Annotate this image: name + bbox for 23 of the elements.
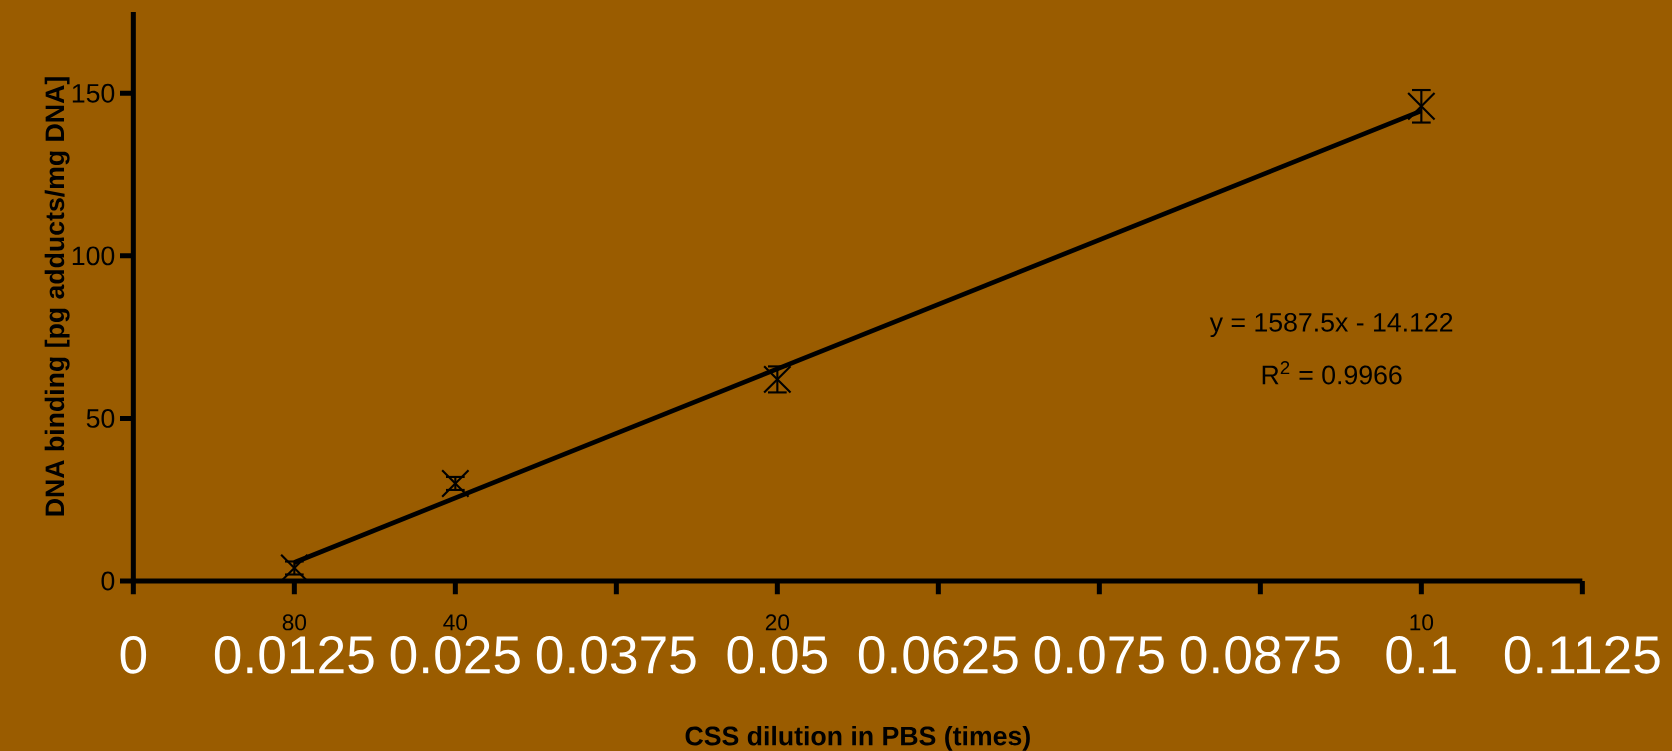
x-tick-label: 0.0375 (536, 635, 696, 674)
x-tick-label: 0.1 (1386, 635, 1456, 674)
y-tick-label: 100 (72, 246, 115, 266)
y-tick-label: 50 (86, 409, 115, 428)
x-tick-label: 0.025 (390, 635, 520, 674)
x-tick-label: 0.0625 (858, 635, 1018, 674)
x-tick-label: 0.075 (1034, 635, 1164, 674)
x-axis-title: CSS dilution in PBS (times) (685, 725, 1030, 751)
x-tick-label: 0 (120, 635, 147, 674)
point (441, 469, 470, 498)
annotation: y = 1587.5x - 14.122 (1209, 312, 1453, 338)
x-tick-label: 0.0125 (214, 635, 374, 674)
annotation: R$^{2}$ = 0.9966 (1262, 361, 1402, 385)
y-axis-title: DNA binding [pg adducts/mg DNA] (44, 77, 70, 516)
y-tick-label: 0 (101, 571, 115, 591)
text: 10 (1410, 614, 1434, 631)
text: 40 (443, 614, 468, 631)
text: 20 (765, 614, 790, 631)
x-tick-label: 0.05 (727, 635, 827, 674)
text: 80 (282, 614, 307, 631)
x-tick-label: 0.0875 (1180, 635, 1340, 674)
x-tick-label: 0.1125 (1504, 635, 1660, 674)
y-tick-label: 150 (72, 83, 115, 103)
